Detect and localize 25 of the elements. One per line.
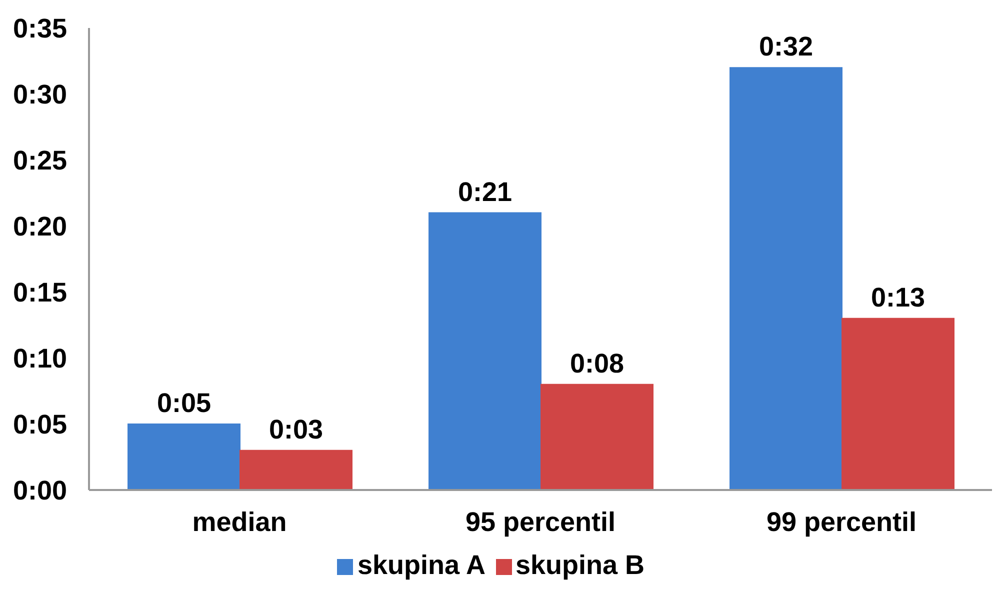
y-tick-label: 0:25 [12, 146, 67, 176]
x-tick-label: median [192, 507, 287, 538]
y-tick-label: 0:35 [12, 14, 67, 44]
y-tick-label: 0:30 [12, 80, 67, 110]
bar [730, 67, 842, 490]
bar [240, 450, 352, 490]
y-tick-label: 0:15 [12, 278, 67, 308]
x-tick-label: 95 percentil [465, 507, 616, 538]
legend-label: skupina B [516, 550, 645, 580]
bar [428, 212, 542, 490]
y-tick-label: 0:05 [12, 410, 67, 440]
data-label: 0:03 [268, 414, 324, 444]
data-label: 0:08 [570, 348, 624, 378]
data-label: 0:05 [156, 388, 212, 418]
x-tick-label: 99 percentil [766, 507, 917, 538]
data-label: 0:13 [870, 282, 926, 312]
data-label: 0:32 [758, 32, 814, 62]
bar [540, 384, 654, 490]
y-tick-label: 0:20 [12, 212, 67, 242]
bar [128, 424, 240, 490]
bar [842, 318, 954, 490]
data-label: 0:21 [458, 176, 512, 207]
y-tick-label: 0:00 [12, 476, 67, 506]
legend-label: skupina A [357, 550, 486, 580]
y-tick-label: 0:10 [12, 344, 67, 374]
